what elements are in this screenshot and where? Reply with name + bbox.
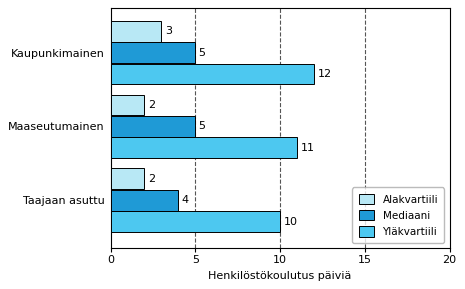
Bar — [111, 168, 145, 189]
Text: 3: 3 — [165, 26, 172, 36]
Bar — [111, 64, 314, 84]
Bar — [111, 211, 280, 232]
Bar — [111, 138, 297, 158]
Legend: Alakvartiili, Mediaani, Yläkvartiili: Alakvartiili, Mediaani, Yläkvartiili — [352, 188, 445, 243]
X-axis label: Henkilöstökoulutus päiviä: Henkilöstökoulutus päiviä — [208, 271, 352, 281]
Bar — [111, 116, 195, 137]
Text: 5: 5 — [199, 48, 206, 58]
Text: 10: 10 — [284, 216, 298, 227]
Text: 4: 4 — [182, 195, 189, 205]
Bar — [111, 95, 145, 115]
Text: 11: 11 — [300, 143, 314, 153]
Text: 2: 2 — [148, 100, 155, 110]
Text: 5: 5 — [199, 121, 206, 131]
Bar — [111, 42, 195, 63]
Text: 12: 12 — [317, 69, 332, 79]
Bar — [111, 21, 161, 42]
Text: 2: 2 — [148, 174, 155, 184]
Bar — [111, 190, 179, 210]
